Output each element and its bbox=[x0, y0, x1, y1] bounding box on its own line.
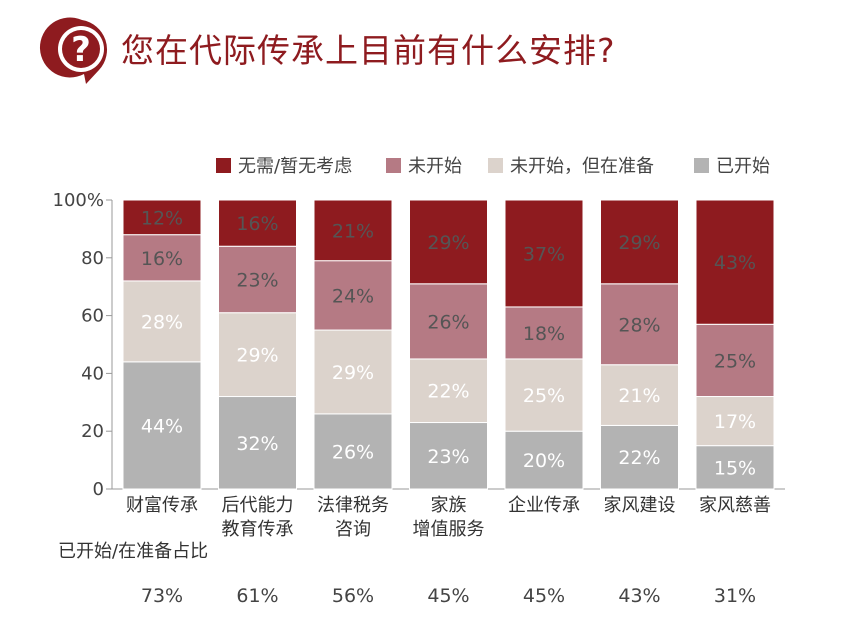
data-label: 37% bbox=[523, 243, 565, 265]
bar-segment bbox=[218, 312, 297, 398]
bar-segment bbox=[218, 245, 297, 314]
bar-segment bbox=[409, 283, 488, 360]
data-label: 29% bbox=[332, 362, 374, 384]
data-label: 26% bbox=[427, 311, 469, 333]
data-label: 20% bbox=[523, 450, 565, 472]
data-label: 21% bbox=[332, 220, 374, 242]
x-tick-label: 企业传承 bbox=[508, 495, 580, 516]
bar-segment bbox=[122, 280, 202, 363]
footer-value: 56% bbox=[332, 585, 374, 607]
data-label: 17% bbox=[714, 411, 756, 433]
legend-swatch bbox=[386, 158, 401, 173]
data-label: 26% bbox=[332, 441, 374, 463]
x-tick-label-line: 教育传承 bbox=[222, 519, 294, 540]
data-label: 22% bbox=[427, 381, 469, 403]
bar-segment bbox=[122, 234, 202, 282]
footer-value: 43% bbox=[618, 585, 660, 607]
data-label: 29% bbox=[618, 232, 660, 254]
x-tick-label-line: 财富传承 bbox=[126, 495, 198, 516]
bar-segment bbox=[695, 323, 775, 398]
data-label: 22% bbox=[618, 447, 660, 469]
bar-segment bbox=[695, 396, 775, 447]
x-tick-label: 后代能力教育传承 bbox=[222, 495, 294, 540]
footer-value: 61% bbox=[236, 585, 278, 607]
data-label: 29% bbox=[427, 232, 469, 254]
x-tick-label: 法律税务咨询 bbox=[317, 495, 389, 540]
bar-segment bbox=[409, 358, 488, 424]
data-label: 21% bbox=[618, 385, 660, 407]
bar-segment bbox=[504, 306, 584, 360]
data-label: 28% bbox=[618, 314, 660, 336]
data-label: 15% bbox=[714, 457, 756, 479]
data-label: 24% bbox=[332, 285, 374, 307]
data-label: 23% bbox=[427, 446, 469, 468]
data-label: 23% bbox=[236, 269, 278, 291]
y-tick-label: 100% bbox=[53, 190, 104, 211]
data-label: 43% bbox=[714, 252, 756, 274]
bar-segment bbox=[409, 422, 488, 490]
data-label: 16% bbox=[141, 248, 183, 270]
legend-label: 未开始 bbox=[408, 156, 462, 177]
x-tick-label: 家风建设 bbox=[604, 495, 676, 516]
bar-segment bbox=[313, 260, 393, 331]
x-tick-label: 财富传承 bbox=[126, 495, 198, 516]
data-label: 16% bbox=[236, 213, 278, 235]
bar-segment bbox=[600, 424, 679, 490]
x-tick-label-line: 企业传承 bbox=[508, 495, 580, 516]
data-label: 18% bbox=[523, 323, 565, 345]
data-label: 29% bbox=[236, 345, 278, 367]
y-tick-label: 20 bbox=[81, 421, 104, 442]
data-label: 28% bbox=[141, 311, 183, 333]
x-tick-label: 家风慈善 bbox=[699, 495, 771, 516]
x-tick-label-line: 咨询 bbox=[335, 519, 371, 540]
page-title: 您在代际传承上目前有什么安排? bbox=[121, 31, 616, 70]
x-tick-label: 家族增值服务 bbox=[413, 495, 485, 540]
legend-label: 无需/暂无考虑 bbox=[238, 156, 352, 177]
legend-swatch bbox=[216, 158, 231, 173]
bar-segment bbox=[313, 329, 393, 415]
data-label: 12% bbox=[141, 207, 183, 229]
bar-segment bbox=[600, 364, 679, 426]
x-tick-label-line: 法律税务 bbox=[317, 495, 389, 516]
bar-segment bbox=[600, 283, 679, 366]
y-tick-label: 60 bbox=[81, 306, 104, 327]
footer-value: 45% bbox=[427, 585, 469, 607]
bar-segment bbox=[409, 199, 488, 285]
data-label: 32% bbox=[236, 433, 278, 455]
y-tick-label: 40 bbox=[81, 363, 104, 384]
data-label: 25% bbox=[523, 385, 565, 407]
bar-segment bbox=[122, 361, 202, 490]
data-label: 25% bbox=[714, 350, 756, 372]
footer-label: 已开始/在准备占比 bbox=[58, 541, 208, 562]
legend-label: 未开始，但在准备 bbox=[510, 156, 654, 177]
bar-segment bbox=[504, 430, 584, 490]
legend-label: 已开始 bbox=[716, 156, 770, 177]
bar-segment bbox=[695, 199, 775, 325]
bar-segment bbox=[122, 199, 202, 236]
bar-segment bbox=[218, 199, 297, 247]
y-tick-label: 80 bbox=[81, 248, 104, 269]
x-tick-label-line: 家风慈善 bbox=[699, 495, 771, 516]
footer-value: 73% bbox=[141, 585, 183, 607]
footer-value: 31% bbox=[714, 585, 756, 607]
question-mark-icon: ? bbox=[39, 17, 108, 84]
legend-swatch bbox=[694, 158, 709, 173]
header: ? 您在代际传承上目前有什么安排? bbox=[0, 0, 865, 90]
data-label: 44% bbox=[141, 415, 183, 437]
question-mark-glyph: ? bbox=[71, 30, 91, 70]
x-tick-label-line: 后代能力 bbox=[222, 495, 294, 516]
bar-segment bbox=[504, 199, 584, 308]
x-tick-label-line: 增值服务 bbox=[413, 519, 485, 540]
y-tick-label: 0 bbox=[93, 479, 104, 500]
x-tick-label-line: 家风建设 bbox=[604, 495, 676, 516]
x-tick-label-line: 家族 bbox=[431, 495, 467, 516]
bar-segment bbox=[695, 445, 775, 490]
footer-value: 45% bbox=[523, 585, 565, 607]
bar-segment bbox=[313, 199, 393, 262]
legend-swatch bbox=[488, 158, 503, 173]
bar-segment bbox=[600, 199, 679, 285]
bar-segment bbox=[504, 358, 584, 432]
